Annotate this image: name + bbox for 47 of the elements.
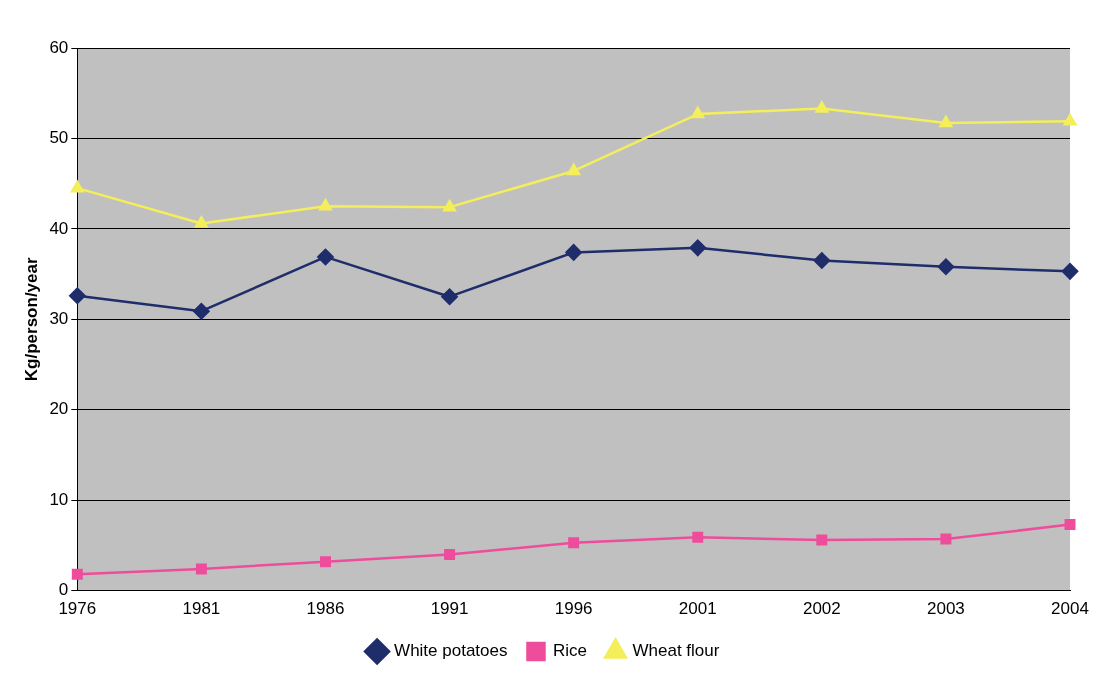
point xyxy=(1064,519,1076,531)
point xyxy=(815,101,829,113)
point xyxy=(441,288,458,305)
x-tick-label: 2003 xyxy=(927,599,965,619)
point xyxy=(319,199,332,211)
point xyxy=(71,568,83,580)
point xyxy=(319,556,331,568)
y-tick-label: 10 xyxy=(49,489,69,509)
point xyxy=(565,244,582,261)
x-tick-label: 1981 xyxy=(182,599,221,619)
point xyxy=(567,163,581,176)
point xyxy=(939,115,953,128)
point xyxy=(940,533,952,545)
point xyxy=(317,248,334,266)
point xyxy=(69,287,86,305)
point xyxy=(691,106,705,119)
x-tick-label: 2002 xyxy=(802,599,841,619)
x-tick-label: 2004 xyxy=(1051,599,1089,619)
point xyxy=(1061,263,1079,280)
y-tick-label: 60 xyxy=(49,37,69,57)
y-axis-title: Kg/person/year xyxy=(21,257,41,382)
point xyxy=(70,180,84,193)
x-tick-label: 1996 xyxy=(554,599,593,619)
x-tick-label: 1991 xyxy=(430,599,469,619)
x-tick-label: 1976 xyxy=(58,599,97,619)
x-tick-label: 2001 xyxy=(678,599,717,619)
y-tick-label: 40 xyxy=(49,218,69,238)
y-tick-label: 0 xyxy=(58,580,69,600)
y-tick-label: 30 xyxy=(49,308,69,328)
point xyxy=(194,216,208,228)
point xyxy=(193,302,210,320)
legend-label: Rice xyxy=(552,641,587,661)
point xyxy=(816,534,828,546)
point xyxy=(692,531,704,543)
point xyxy=(443,199,457,212)
y-tick-label: 20 xyxy=(49,399,69,419)
legend-label: White potatoes xyxy=(394,641,508,661)
x-tick-label: 1986 xyxy=(306,599,345,619)
legend-label: Wheat flour xyxy=(632,641,720,661)
point xyxy=(444,548,456,560)
point xyxy=(1063,114,1077,126)
point xyxy=(937,258,955,276)
point xyxy=(195,563,207,575)
point xyxy=(813,252,831,269)
y-tick-label: 50 xyxy=(49,128,69,148)
point xyxy=(689,239,706,257)
point xyxy=(568,537,580,549)
